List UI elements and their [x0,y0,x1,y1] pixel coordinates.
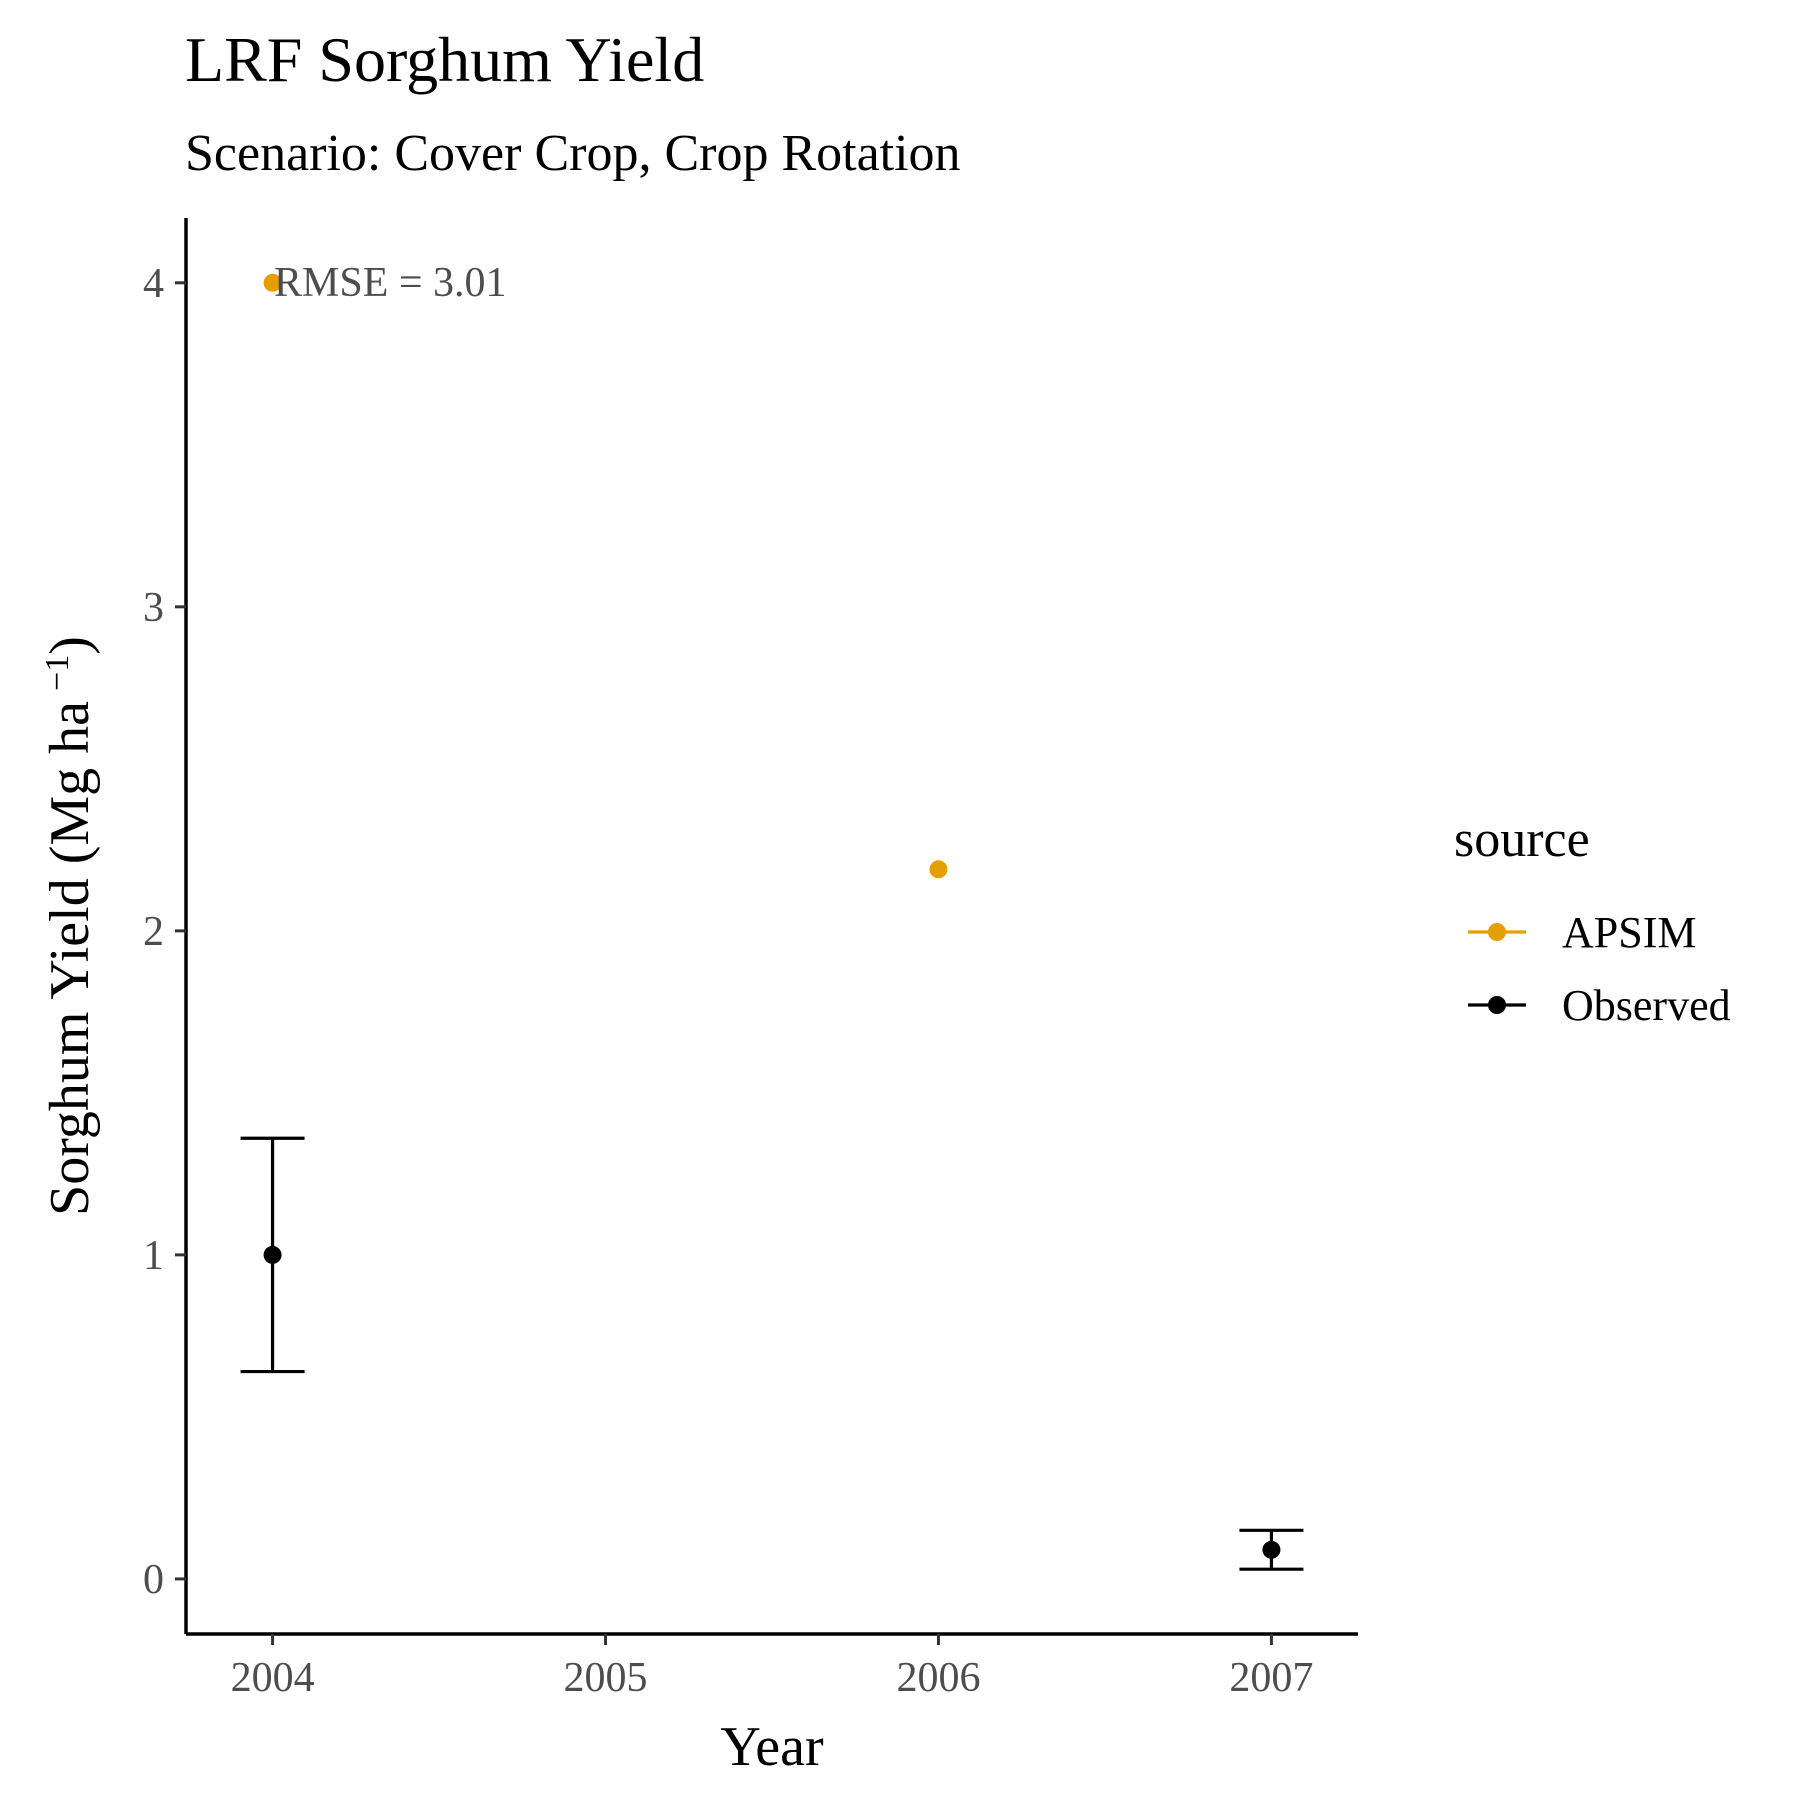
observed-point [263,1245,282,1264]
y-tick-label: 2 [143,909,164,955]
x-tick-label: 2004 [231,1655,315,1701]
legend-key-point-apsim [1488,923,1506,941]
rmse-annotation: RMSE = 3.01 [274,260,507,306]
y-tick-label: 4 [143,261,164,307]
chart-title: LRF Sorghum Yield [185,24,704,95]
plot-marks [240,273,1304,1571]
apsim-point [263,273,282,292]
x-axis-title: Year [720,1716,824,1778]
legend-label-observed: Observed [1562,981,1731,1030]
y-axis-ticks: 0 1 2 3 4 [143,261,186,1603]
y-tick-label: 1 [143,1233,164,1279]
observed-point [1262,1540,1281,1559]
y-axis-title: Sorghum Yield (Mg ha −1) [39,636,101,1216]
y-tick-label: 3 [143,585,164,631]
legend-key-point-observed [1488,996,1506,1014]
y-axis-title-superscript: −1 [39,655,76,691]
x-tick-label: 2006 [896,1655,980,1701]
y-axis-title-main: Sorghum Yield (Mg ha [39,701,101,1216]
y-tick-label: 0 [143,1557,164,1603]
chart-subtitle: Scenario: Cover Crop, Crop Rotation [185,125,961,182]
y-axis-title-close: ) [39,636,101,655]
legend: source APSIM Observed [1454,811,1731,1030]
x-tick-label: 2007 [1229,1655,1313,1701]
legend-label-apsim: APSIM [1562,908,1697,957]
x-axis-ticks: 2004 2005 2006 2007 [231,1634,1313,1701]
apsim-point [929,860,948,879]
legend-items: APSIM Observed [1468,908,1731,1030]
x-tick-label: 2005 [564,1655,648,1701]
legend-title: source [1454,811,1590,868]
